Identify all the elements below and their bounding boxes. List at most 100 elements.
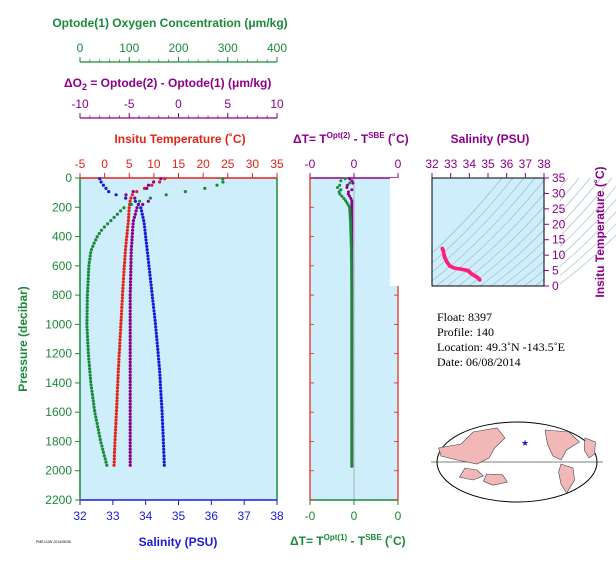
dt_opt1-point: [350, 407, 354, 411]
oxygen-point: [90, 389, 94, 393]
ts-y-label: 15: [552, 233, 566, 247]
dt_opt1-point: [350, 280, 354, 284]
oxygen-point: [92, 241, 96, 245]
dt_opt1-point: [350, 341, 354, 345]
dt_opt1-point: [339, 179, 343, 183]
delta_o2-point: [128, 383, 132, 387]
oxygen-point: [100, 444, 104, 448]
dt-bottom-sup2: SBE: [365, 533, 382, 542]
dt_opt1-point: [350, 333, 354, 337]
salinity-point: [114, 193, 118, 197]
pressure-tick-label: 2000: [45, 464, 72, 478]
temperature-point: [119, 315, 123, 319]
temperature-point: [123, 254, 127, 258]
salinity-point: [148, 277, 152, 281]
dt_opt1-point: [350, 385, 354, 389]
temperature-point: [112, 460, 116, 464]
temperature-point: [113, 441, 117, 445]
temperature-point: [114, 412, 118, 416]
dt_opt1-point: [350, 324, 354, 328]
dt_opt1-point: [350, 287, 354, 290]
oxygen-point: [221, 180, 225, 184]
salinity-point: [158, 373, 162, 377]
pressure-tick-label: 2200: [45, 493, 72, 507]
temperature-point: [163, 177, 167, 181]
delta-t-top-title: ΔT= TOpt(2) - TSBE (˚C): [293, 131, 409, 146]
dt_opt2-point: [350, 201, 354, 205]
dt_opt1-point: [350, 405, 354, 409]
land-mass: [483, 473, 508, 486]
oxygen-point: [88, 367, 92, 371]
temperature-point: [120, 302, 124, 306]
ts-x-label: 37: [519, 157, 533, 171]
dt_opt1-point: [338, 183, 342, 187]
oxygen-point: [92, 402, 96, 406]
salinity-point: [159, 396, 163, 400]
dt_opt1-point: [350, 346, 354, 350]
main-profile-panel: [79, 177, 278, 501]
delta_o2-point: [128, 396, 132, 400]
salinity-point: [104, 186, 108, 190]
temperature-point: [129, 196, 133, 200]
delta_o2-point: [129, 277, 133, 281]
dt_opt1-point: [348, 205, 352, 209]
dt_opt1-point: [350, 300, 354, 304]
dt_opt1-point: [350, 456, 354, 460]
salinity-point: [150, 289, 154, 293]
oxygen-point: [88, 254, 92, 258]
dt_opt1-point: [350, 317, 354, 321]
ts-y-label: 25: [552, 202, 566, 216]
dt-top-label: 0: [351, 157, 358, 171]
delta_o2-point: [135, 206, 139, 210]
oxygen-point: [86, 277, 90, 281]
density-contour: [479, 177, 591, 287]
oxygen-point: [97, 431, 101, 435]
dt_opt1-point: [350, 399, 354, 402]
dt_opt1-point: [350, 326, 354, 330]
delta_o2-point: [128, 315, 132, 319]
salinity-point: [155, 341, 159, 345]
tick-label: 10: [270, 97, 284, 111]
dt_opt1-point: [350, 462, 354, 466]
dt_opt1-point: [349, 249, 353, 253]
profile-number: Profile: 140: [437, 325, 494, 339]
ts-y-label: 35: [552, 171, 566, 185]
temperature-point: [117, 354, 121, 358]
oxygen-point: [122, 206, 126, 210]
dt-bottom-sup1: Opt(1): [324, 533, 348, 542]
delta_o2-point: [129, 244, 134, 248]
tiny-footer: PMEL/UW 2014/06/08: [36, 540, 71, 544]
temperature-point: [114, 415, 118, 419]
delta_o2-point: [129, 270, 133, 274]
dt_opt2-point: [350, 205, 354, 209]
delta_o2-point: [130, 241, 134, 245]
oxygen-point: [102, 454, 106, 458]
land-mass: [438, 427, 506, 465]
dt_opt1-point: [350, 278, 354, 282]
dt_opt1-point: [350, 265, 353, 269]
salinity-point: [98, 177, 102, 181]
dt_opt1-point: [344, 199, 348, 203]
delta_o2-point: [128, 286, 132, 290]
salinity-point: [158, 383, 162, 387]
dt_opt1-point: [350, 392, 354, 396]
dt_opt1-point: [350, 337, 354, 341]
dt_opt1-point: [350, 396, 354, 400]
oxygen-axis-title: Optode(1) Oxygen Concentration (μm/kg): [52, 16, 287, 30]
oxygen-point: [85, 328, 89, 332]
dt_opt1-point: [350, 394, 354, 398]
density-contour: [468, 177, 580, 287]
temperature-point: [121, 289, 125, 293]
oxygen-point: [99, 441, 103, 445]
salinity-point: [144, 241, 148, 245]
salinity-point: [161, 425, 165, 429]
temperature-point: [115, 405, 119, 409]
dt_opt1-point: [349, 229, 353, 233]
delta_o2-point: [128, 415, 132, 419]
oxygen-point: [85, 315, 89, 319]
temperature-point: [116, 367, 120, 371]
salinity-point: [158, 376, 162, 380]
insitu-temp-axis-title: Insitu Temperature (˚C): [593, 166, 607, 297]
dt-bottom-label: 0: [351, 509, 358, 523]
salinity-point: [150, 293, 154, 297]
